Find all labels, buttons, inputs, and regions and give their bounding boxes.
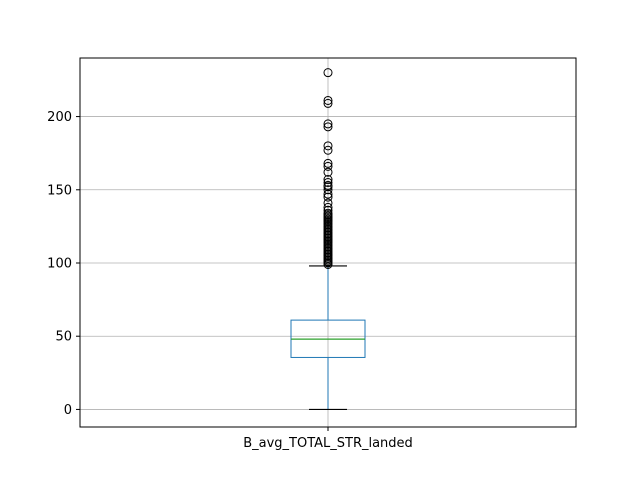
- y-axis: 0 50 100 150 200: [47, 110, 80, 418]
- outlier-point: [323, 189, 333, 199]
- y-tick-label: 0: [64, 403, 72, 418]
- outlier-point: [323, 119, 333, 129]
- outlier-point: [323, 122, 333, 132]
- x-axis: B_avg_TOTAL_STR_landed: [243, 427, 413, 451]
- box-plot: [290, 265, 366, 411]
- outlier-point: [323, 98, 333, 108]
- outlier-point: [323, 145, 333, 155]
- outlier-point: [323, 208, 333, 218]
- outlier-point: [323, 205, 333, 215]
- x-tick-label: B_avg_TOTAL_STR_landed: [243, 436, 413, 451]
- outlier-points: [323, 68, 333, 269]
- outlier-point: [323, 175, 333, 185]
- y-tick-label: 50: [55, 330, 72, 345]
- outlier-point: [323, 192, 333, 202]
- y-tick-label: 150: [47, 183, 72, 198]
- outlier-point: [323, 185, 333, 195]
- outlier-point: [323, 95, 333, 105]
- outlier-point: [323, 141, 333, 151]
- outlier-point: [323, 180, 333, 190]
- outlier-point: [323, 167, 333, 177]
- outlier-point: [323, 68, 333, 78]
- outlier-point: [323, 202, 333, 212]
- y-tick-label: 200: [47, 110, 72, 125]
- outlier-point: [323, 198, 333, 208]
- outlier-point: [323, 161, 333, 171]
- outlier-point: [323, 158, 333, 168]
- outlier-point: [323, 177, 333, 187]
- y-tick-label: 100: [47, 257, 72, 272]
